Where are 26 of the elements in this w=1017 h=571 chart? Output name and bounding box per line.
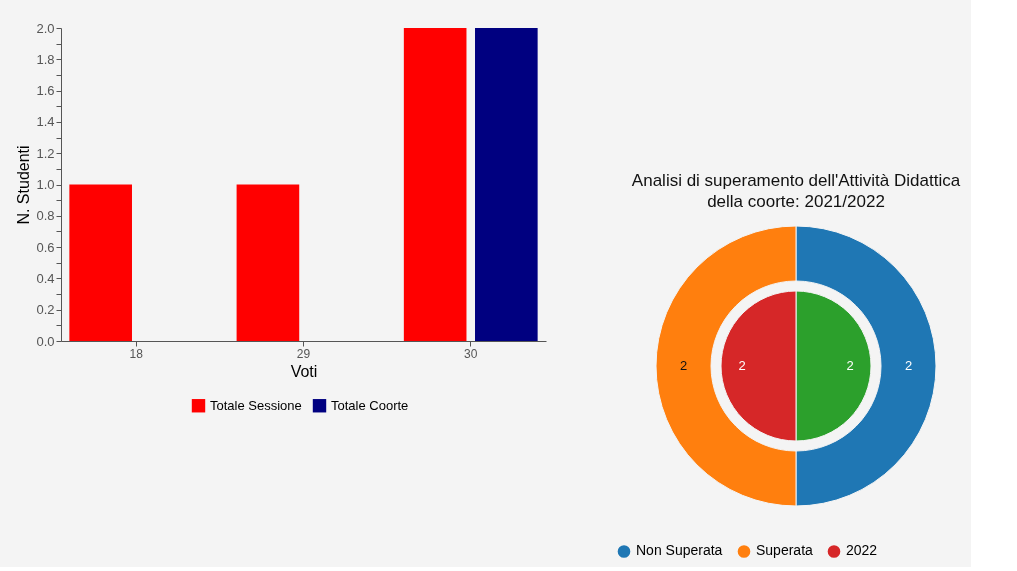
- y-axis-title: N. Studenti: [15, 145, 33, 225]
- x-axis-title: Voti: [290, 362, 318, 380]
- legend-label: Non Superata: [636, 542, 723, 559]
- y-tick-label: 1.2: [36, 145, 55, 161]
- y-tick-label: 0.8: [36, 208, 55, 224]
- legend-label: Totale Coorte: [331, 397, 409, 413]
- data-label: 2: [738, 358, 746, 373]
- legend-label: Superata: [756, 542, 814, 559]
- legend-label: Totale Sessione: [210, 397, 302, 413]
- y-tick-label: 1.6: [36, 83, 55, 99]
- y-tick-label: 1.8: [36, 51, 55, 67]
- x-tick-label: 30: [464, 346, 478, 361]
- x-tick-label: 29: [296, 346, 311, 361]
- y-tick-label: 1.4: [36, 114, 55, 130]
- legend-label: 2022: [846, 542, 878, 559]
- data-label: 2: [846, 358, 854, 373]
- y-tick-label: 0.2: [36, 302, 55, 318]
- y-tick-label: 1.0: [36, 177, 55, 192]
- data-label: 2: [679, 358, 688, 373]
- y-tick-label: 0.4: [36, 270, 55, 286]
- x-tick-label: 18: [129, 346, 144, 361]
- y-tick-label: 0.6: [36, 239, 55, 255]
- chart-title: Analisi di superamento dell'Attività Didattica della coorte: 2021/2022: [631, 171, 961, 211]
- y-tick-label: 0.0: [36, 333, 55, 349]
- data-label: 2: [904, 358, 913, 373]
- y-tick-label: 2.0: [36, 20, 55, 36]
